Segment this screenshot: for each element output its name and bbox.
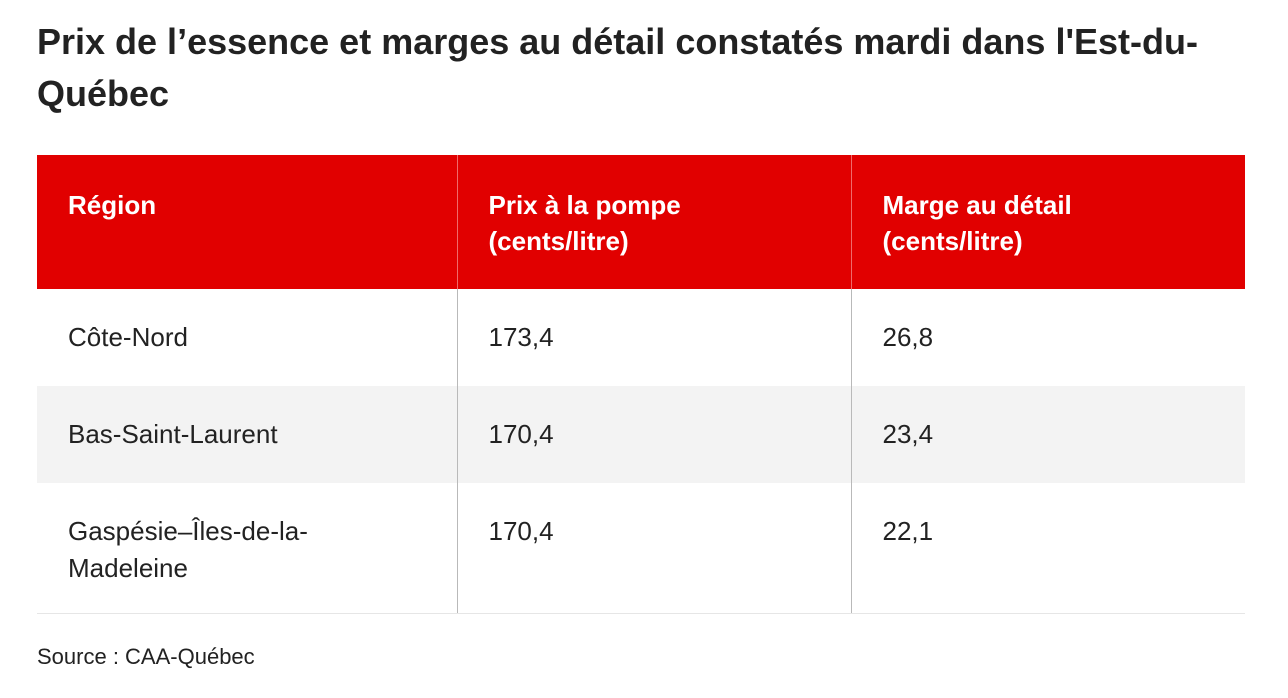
column-header-region: Région — [37, 155, 457, 289]
cell-pump-price: 170,4 — [456, 483, 851, 614]
cell-retail-margin: 26,8 — [850, 289, 1245, 386]
cell-region: Gaspésie–Îles-de-la-Madeleine — [37, 483, 457, 614]
source-note: Source : CAA-Québec — [37, 644, 255, 669]
table-row: Côte-Nord 173,4 26,8 — [37, 289, 1245, 386]
table-row: Gaspésie–Îles-de-la-Madeleine 170,4 22,1 — [37, 483, 1245, 614]
chart-title: Prix de l’essence et marges au détail co… — [37, 21, 1198, 114]
cell-retail-margin: 22,1 — [850, 483, 1245, 614]
table-header: Région Prix à la pompe (cents/litre) Mar… — [37, 155, 1245, 289]
column-header-retail-margin: Marge au détail (cents/litre) — [850, 155, 1245, 289]
header-row: Région Prix à la pompe (cents/litre) Mar… — [37, 155, 1245, 289]
cell-region: Bas-Saint-Laurent — [37, 386, 457, 483]
data-table-container: Région Prix à la pompe (cents/litre) Mar… — [37, 155, 1245, 614]
cell-pump-price: 173,4 — [456, 289, 851, 386]
cell-retail-margin: 23,4 — [850, 386, 1245, 483]
cell-pump-price: 170,4 — [456, 386, 851, 483]
table-row: Bas-Saint-Laurent 170,4 23,4 — [37, 386, 1245, 483]
data-table: Région Prix à la pompe (cents/litre) Mar… — [37, 155, 1245, 614]
table-body: Côte-Nord 173,4 26,8 Bas-Saint-Laurent 1… — [37, 289, 1245, 614]
column-header-pump-price: Prix à la pompe (cents/litre) — [456, 155, 851, 289]
cell-region: Côte-Nord — [68, 322, 188, 352]
